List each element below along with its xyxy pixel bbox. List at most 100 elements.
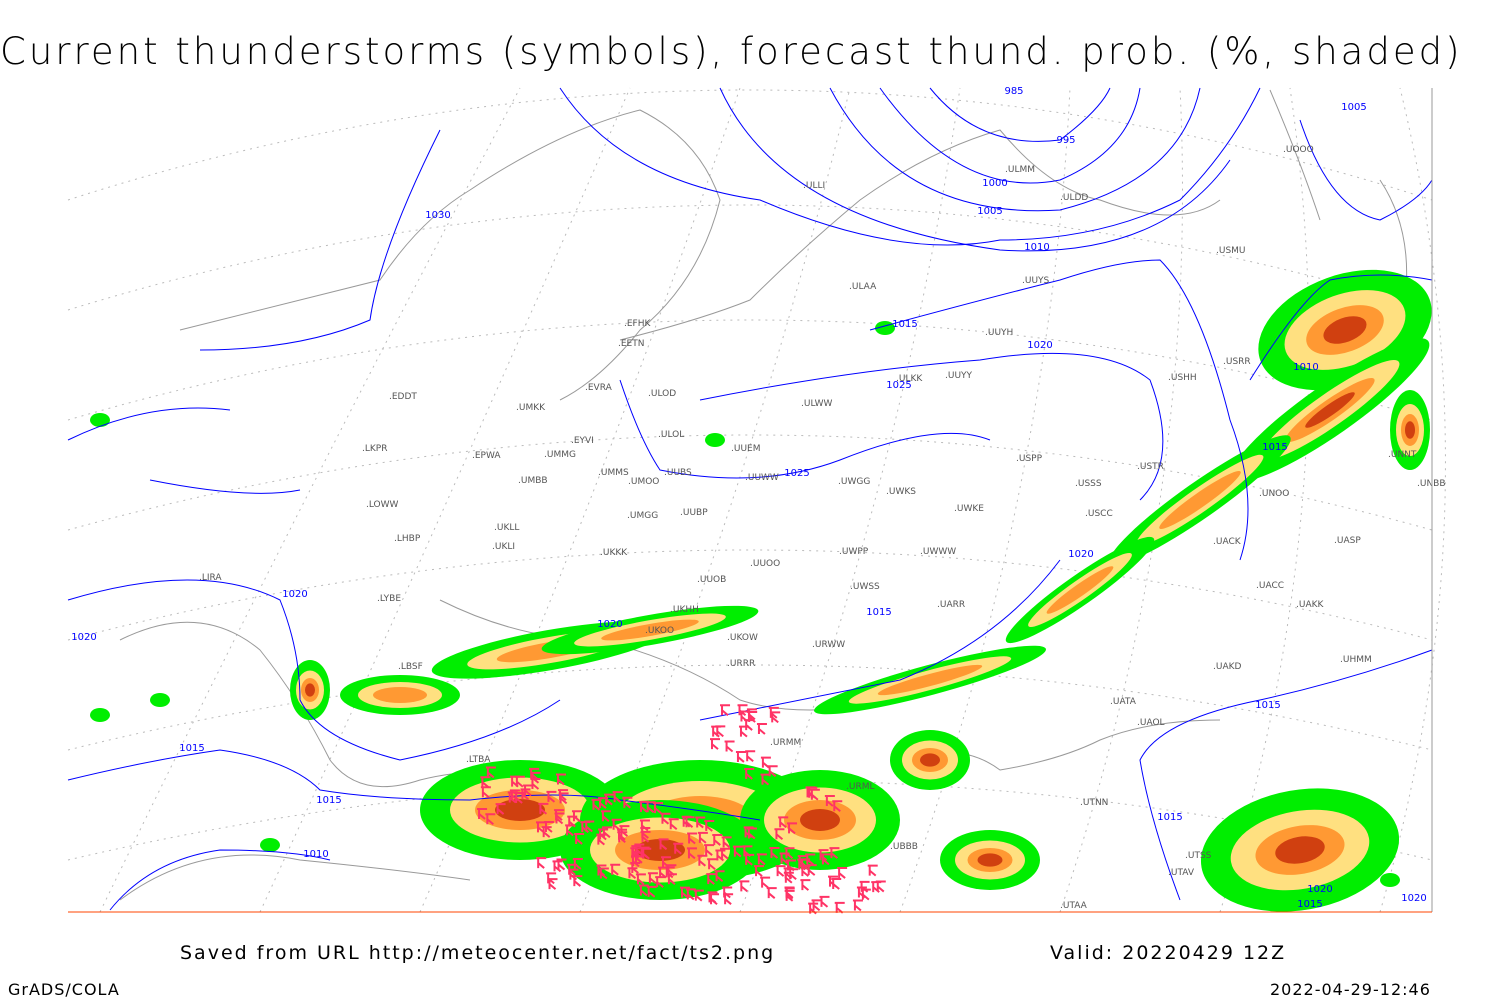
thunderstorm-symbol: [658, 866, 669, 879]
coastline: [439, 599, 901, 711]
isobar-label: 1025: [784, 468, 809, 479]
thunderstorm-symbol: [746, 708, 757, 721]
thunderstorm-symbol: [673, 842, 684, 855]
thunderstorm-symbol: [711, 725, 722, 738]
station-label: .USRR: [1223, 357, 1251, 367]
station-label: .ULLI: [803, 181, 825, 191]
station-label: .EVRA: [585, 383, 613, 393]
thunderstorm-symbol: [744, 767, 755, 780]
station-label: .UBBB: [890, 842, 918, 852]
thunderstorm-symbol: [859, 880, 870, 893]
probability-area: [977, 853, 1003, 867]
isobar: [199, 129, 991, 479]
probability-area: [90, 708, 110, 722]
station-label: .UUEM: [731, 444, 761, 454]
thunderstorm-symbol: [600, 810, 611, 823]
station-label: .UUYS: [1022, 276, 1050, 286]
thunderstorm-symbol: [695, 816, 706, 829]
meridian: [1219, 87, 1310, 913]
station-label: .UACK: [1213, 537, 1242, 547]
thunderstorm-symbol: [832, 800, 843, 812]
thunderstorm-symbol: [775, 865, 786, 877]
station-label: .URML: [846, 782, 874, 792]
station-label: .UMGG: [627, 511, 658, 521]
thunderstorm-symbol: [760, 876, 771, 889]
station-label: .UOOO: [1283, 145, 1314, 155]
thunderstorm-symbol: [783, 867, 794, 880]
station-label: .UWKE: [954, 504, 984, 514]
station-label: .UHMM: [1340, 655, 1372, 665]
probability-area: [705, 433, 725, 447]
thunderstorm-symbol: [797, 858, 808, 871]
station-label: .UWPP: [839, 547, 869, 557]
isobar-label: 995: [1056, 135, 1075, 146]
isobar-label: 1010: [1293, 362, 1318, 373]
station-label: .UASP: [1334, 536, 1361, 546]
station-label: .USPP: [1016, 454, 1043, 464]
isobar: [699, 352, 1164, 721]
isobar-label: 1010: [1024, 242, 1049, 253]
probability-area: [1275, 836, 1325, 864]
station-label: .ULOL: [658, 430, 684, 440]
thunderstorm-symbol: [546, 790, 557, 803]
thunderstorm-symbol: [556, 773, 567, 786]
thunderstorm-symbol: [567, 863, 578, 876]
thunderstorm-symbol: [485, 766, 496, 779]
thunderstorm-symbol: [530, 778, 541, 790]
thunderstorm-symbol: [712, 834, 723, 846]
isobar: [869, 259, 1249, 561]
station-label: .URWW: [812, 640, 845, 650]
probability-area: [1380, 873, 1400, 887]
probability-area: [877, 664, 983, 696]
thunderstorm-symbol: [679, 886, 690, 899]
thunderstorm-symbol: [495, 803, 506, 815]
parallel: [67, 89, 1433, 201]
isobar: [1139, 649, 1433, 901]
thunderstorm-symbol: [645, 801, 656, 814]
station-label: .URRR: [727, 659, 755, 669]
station-label: .LOWW: [366, 500, 399, 510]
probability-area: [90, 413, 110, 427]
probability-area: [635, 839, 685, 861]
thunderstorm-symbol: [760, 756, 771, 769]
isobar: [1299, 119, 1433, 221]
thunderstorm-symbol: [820, 853, 831, 866]
station-label: .LHBP: [394, 534, 421, 544]
thunderstorm-symbol: [668, 818, 679, 831]
thunderstorm-symbol: [630, 862, 641, 874]
thunderstorm-symbol: [646, 885, 657, 898]
thunderstorm-symbol: [714, 870, 725, 882]
station-label: .UUYY: [945, 371, 973, 381]
thunderstorm-symbol: [536, 857, 547, 869]
probability-area: [1046, 566, 1114, 614]
thunderstorm-symbol: [715, 849, 726, 862]
isobars: [67, 87, 1433, 911]
thunderstorm-symbol: [684, 816, 695, 828]
probability-area: [495, 799, 545, 821]
isobar: [829, 87, 1201, 212]
thunderstorm-symbol: [724, 740, 735, 753]
probability-area: [305, 683, 315, 697]
station-label: .EPWA: [472, 451, 501, 461]
thunderstorm-symbol: [837, 867, 848, 879]
isobar-label: 1005: [1341, 102, 1366, 113]
station-label: .UAKK: [1296, 600, 1325, 610]
isobar-label: 1025: [886, 380, 911, 391]
thunderstorm-symbol: [543, 821, 554, 833]
station-label: .LYBE: [377, 594, 401, 604]
station-label: .UUOB: [697, 575, 726, 585]
thunderstorm-symbol: [554, 809, 565, 821]
isobar: [559, 87, 1261, 246]
thunderstorm-symbol: [523, 784, 534, 797]
thunderstorm-symbol: [875, 880, 886, 893]
thunderstorm-symbol: [756, 722, 767, 735]
isobar: [67, 407, 301, 494]
station-label: .UKOW: [727, 633, 758, 643]
station-label: .UUOO: [750, 559, 780, 569]
station-labels: .EFHK .EETN .ULOD .EVRA .UMKK .EDDT .ULOL .EYVI…: [199, 145, 1446, 911]
station-label: .UNNT: [1388, 450, 1417, 460]
meridian: [99, 87, 521, 913]
station-label: .EYVI: [571, 436, 594, 446]
isobar-label: 1015: [1157, 812, 1182, 823]
coastline: [179, 109, 721, 401]
